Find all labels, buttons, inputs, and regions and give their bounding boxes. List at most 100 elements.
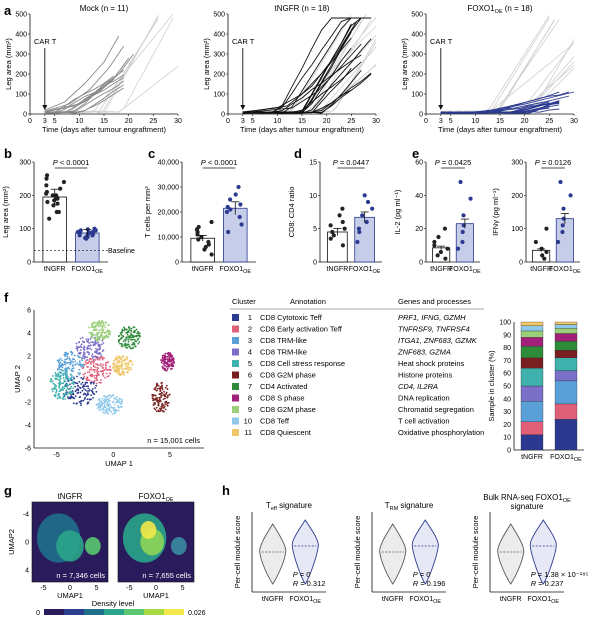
umap-point	[95, 382, 98, 385]
umap-point	[71, 376, 73, 379]
umap-point	[101, 397, 104, 400]
y-tick-label: 500	[15, 12, 27, 19]
density-blob	[170, 537, 187, 555]
colorbar-segment	[84, 609, 104, 615]
umap-point	[155, 389, 158, 392]
umap-point	[102, 369, 105, 372]
umap-point	[156, 400, 158, 403]
data-point	[364, 219, 369, 225]
umap-point	[119, 365, 122, 368]
panel-label-d: d	[294, 146, 302, 161]
umap-point	[102, 341, 105, 344]
umap-point	[103, 412, 106, 415]
umap-point	[95, 362, 97, 365]
umap-point	[99, 400, 102, 402]
umap-point	[88, 360, 91, 363]
umap-point	[129, 347, 132, 350]
umap-point	[81, 359, 83, 362]
cluster-swatch	[232, 314, 239, 321]
umap-point	[105, 408, 108, 411]
umap-point	[95, 374, 97, 377]
car-t-label: CAR T	[34, 37, 57, 46]
y-tick-label: 300	[19, 160, 31, 167]
umap-point	[91, 375, 94, 377]
umap-point	[120, 365, 123, 368]
umap-point	[58, 395, 61, 398]
x-category-label: tNGFR	[382, 596, 404, 603]
umap-point	[119, 406, 122, 408]
data-point	[44, 189, 49, 195]
cluster-swatch	[232, 406, 239, 413]
x-tick-label: 30	[570, 118, 578, 125]
umap-point	[153, 403, 156, 406]
umap-point	[58, 386, 61, 389]
umap-point	[61, 386, 64, 388]
umap-point	[115, 401, 118, 404]
colorbar-segment	[104, 609, 124, 615]
data-point	[461, 213, 466, 218]
umap-point	[90, 367, 93, 369]
x-category-label: FOXO1OE	[71, 266, 103, 275]
umap-point	[75, 345, 78, 348]
umap-point	[167, 363, 170, 366]
umap-point	[51, 388, 54, 390]
umap-point	[133, 343, 135, 346]
umap-point	[84, 396, 86, 399]
umap-point	[63, 393, 66, 396]
x-tick-label: 0	[424, 118, 428, 125]
umap-point	[78, 341, 81, 343]
umap-point	[85, 338, 88, 341]
umap-point	[157, 385, 160, 387]
umap-point	[69, 377, 72, 380]
x-axis-label: Time (days after tumour engraftment)	[438, 125, 562, 134]
umap-point	[57, 372, 60, 375]
y-tick-label: 200	[15, 72, 27, 79]
y-tick-label: -4	[25, 423, 31, 430]
umap-point	[114, 370, 117, 373]
x-category-label: tNGFR	[262, 596, 284, 603]
umap-point	[58, 365, 61, 367]
umap-point	[125, 370, 128, 373]
umap-point	[98, 398, 101, 400]
y-tick-label: 0	[25, 540, 29, 547]
umap-point	[99, 370, 102, 372]
umap-point	[102, 322, 105, 325]
umap-point	[115, 362, 118, 364]
y-tick-label: 100	[511, 226, 523, 233]
cluster-number: 4	[248, 348, 252, 357]
umap-point	[54, 395, 57, 398]
data-point	[442, 226, 448, 231]
umap-point	[71, 351, 74, 354]
umap-point	[91, 388, 94, 390]
umap-point	[171, 359, 174, 361]
umap-point	[110, 406, 113, 409]
umap-point	[157, 410, 160, 413]
x-tick-label: 10	[75, 118, 83, 125]
y-tick-label: 20,000	[158, 210, 180, 217]
background-curve	[440, 61, 575, 114]
umap-point	[98, 405, 101, 408]
umap-point	[64, 354, 67, 357]
umap-point	[88, 353, 90, 356]
umap-point	[79, 337, 82, 340]
y-tick-label: 30,000	[158, 185, 180, 192]
cluster-swatch	[232, 325, 239, 333]
umap-point	[62, 376, 65, 379]
umap-point	[120, 342, 123, 345]
x-tick-label: 3	[241, 118, 245, 125]
umap-point	[152, 394, 155, 396]
colorbar-min: 0	[36, 610, 40, 617]
data-point	[45, 199, 50, 205]
umap-point	[93, 379, 96, 382]
umap-point	[52, 382, 55, 385]
cluster-genes: DNA replication	[398, 394, 450, 403]
cluster-genes: TNFRSF9, TNFRSF4	[398, 325, 470, 334]
umap-point	[100, 405, 102, 407]
umap-point	[157, 404, 160, 406]
y-tick-label: 6	[27, 308, 31, 315]
umap-point	[154, 394, 157, 397]
y-tick-label: 500	[213, 12, 225, 19]
umap-point	[83, 357, 86, 360]
umap-point	[59, 388, 62, 391]
cluster-number: 3	[248, 336, 252, 345]
